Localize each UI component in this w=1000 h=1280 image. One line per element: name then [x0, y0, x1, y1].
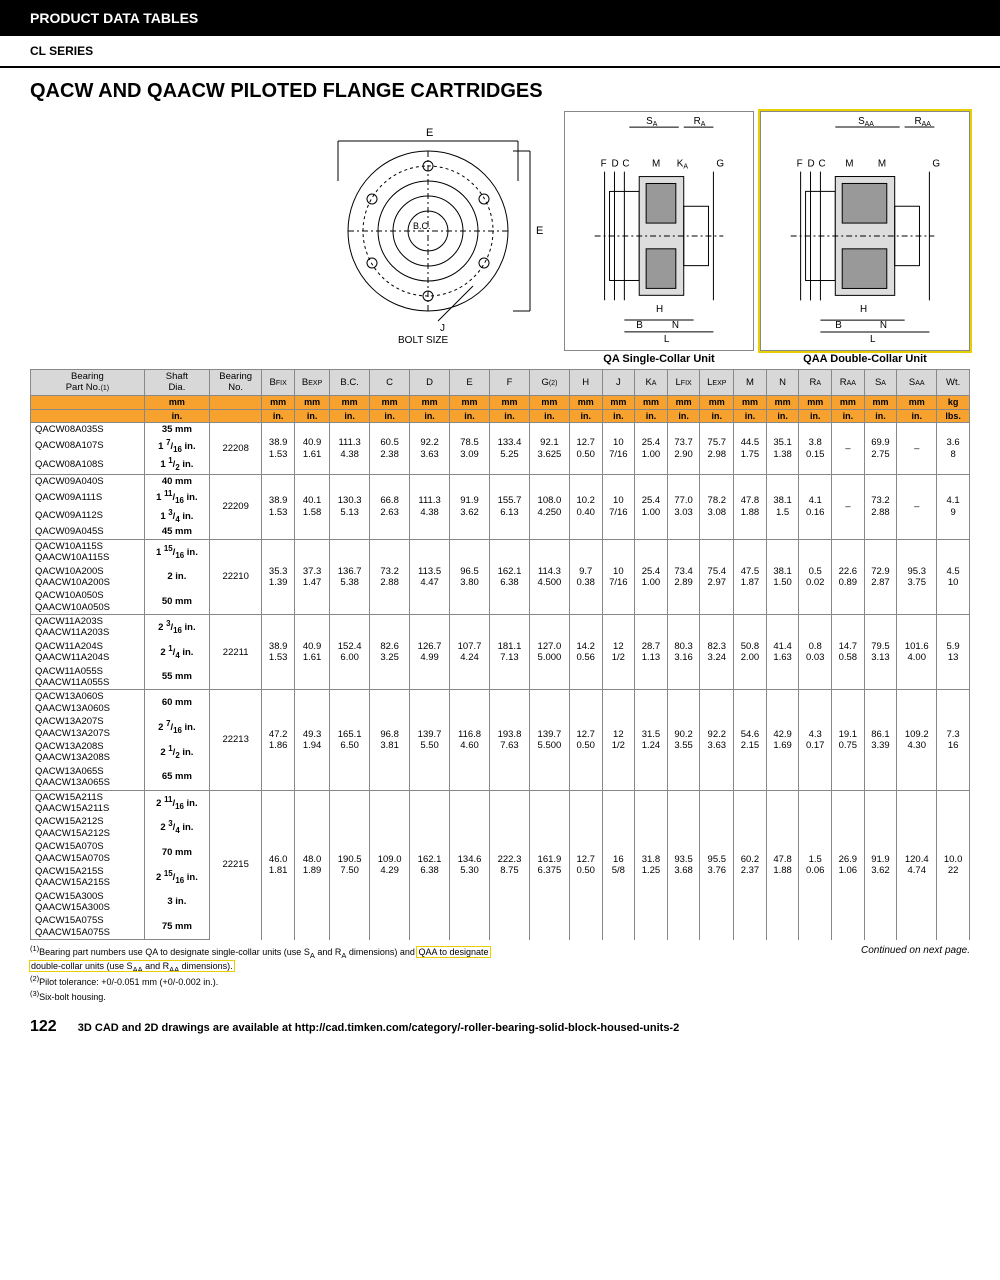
svg-text:J: J — [440, 323, 445, 334]
col-header: SAA — [897, 370, 937, 396]
svg-text:F: F — [797, 159, 803, 170]
svg-text:G: G — [716, 159, 724, 170]
col-header: C — [370, 370, 410, 396]
col-header: E — [450, 370, 490, 396]
table-row: QACW08A035S35 mm2220838.91.5340.91.61111… — [31, 423, 970, 437]
col-header: BEXP — [294, 370, 329, 396]
col-header: BFIX — [262, 370, 295, 396]
svg-text:B.C.: B.C. — [413, 221, 431, 231]
svg-text:H: H — [656, 304, 663, 315]
col-header: B.C. — [330, 370, 370, 396]
col-header: KA — [635, 370, 668, 396]
col-header: LEXP — [700, 370, 734, 396]
svg-text:E: E — [536, 225, 543, 237]
page-title: QACW AND QAACW PILOTED FLANGE CARTRIDGES — [30, 80, 970, 103]
table-row: QACW09A040S40 mm2220938.91.5340.11.58130… — [31, 474, 970, 488]
col-header: LFIX — [667, 370, 700, 396]
svg-text:C: C — [622, 159, 629, 170]
svg-text:L: L — [870, 334, 876, 345]
diagram-qa: SA RA F D C M KA G H B N L — [564, 111, 754, 351]
svg-text:E: E — [426, 127, 433, 139]
svg-text:B: B — [835, 320, 842, 331]
svg-text:RA: RA — [694, 116, 706, 128]
svg-text:L: L — [664, 334, 670, 345]
col-header: N — [766, 370, 799, 396]
table-row: QACW13A060SQAACW13A060S60 mm2221347.21.8… — [31, 690, 970, 715]
col-header: BearingNo. — [209, 370, 261, 396]
col-header: RA — [799, 370, 832, 396]
col-header: ShaftDia. — [144, 370, 209, 396]
diagram-qa-caption: QA Single-Collar Unit — [564, 353, 754, 365]
svg-text:M: M — [845, 159, 853, 170]
col-header: Wt. — [937, 370, 970, 396]
table-row: QACW11A203SQAACW11A203S2 3/16 in.2221138… — [31, 615, 970, 640]
table-row: QACW10A115SQAACW10A115S1 15/16 in.222103… — [31, 539, 970, 564]
svg-text:D: D — [612, 159, 619, 170]
svg-text:SA: SA — [646, 116, 658, 128]
col-header: F — [490, 370, 530, 396]
page-footer: 122 3D CAD and 2D drawings are available… — [30, 1018, 970, 1036]
page-number: 122 — [30, 1018, 57, 1035]
continued-label: Continued on next page. — [861, 944, 970, 957]
col-header: H — [569, 370, 602, 396]
footnotes: Continued on next page. (1)Bearing part … — [30, 944, 970, 1003]
svg-text:N: N — [672, 320, 679, 331]
col-header: G(2) — [529, 370, 569, 396]
col-header: J — [602, 370, 635, 396]
diagram-row: E E B.C. J BOLT SIZE — [30, 111, 970, 365]
col-header: RAA — [832, 370, 865, 396]
svg-text:M: M — [878, 159, 886, 170]
col-header: SA — [864, 370, 897, 396]
svg-text:H: H — [860, 304, 867, 315]
diagram-front: E E B.C. J BOLT SIZE — [298, 111, 558, 351]
svg-text:SAA: SAA — [858, 116, 874, 128]
svg-text:KA: KA — [677, 159, 689, 171]
svg-text:B: B — [636, 320, 643, 331]
svg-text:D: D — [808, 159, 815, 170]
svg-text:RAA: RAA — [915, 116, 932, 128]
svg-text:M: M — [652, 159, 660, 170]
col-header: BearingPart No.(1) — [31, 370, 145, 396]
svg-text:F: F — [601, 159, 607, 170]
col-header: M — [734, 370, 767, 396]
svg-text:G: G — [932, 159, 940, 170]
header-bar: PRODUCT DATA TABLES — [0, 0, 1000, 36]
series-label: CL SERIES — [0, 36, 1000, 68]
svg-text:N: N — [880, 320, 887, 331]
table-row: QACW15A211SQAACW15A211S2 11/16 in.222154… — [31, 790, 970, 815]
svg-text:C: C — [818, 159, 825, 170]
diagram-qaa-caption: QAA Double-Collar Unit — [760, 353, 970, 365]
diagram-qaa: SAA RAA F D C M M G H B N L — [760, 111, 970, 351]
col-header: D — [410, 370, 450, 396]
data-table: BearingPart No.(1)ShaftDia.BearingNo.BFI… — [30, 369, 970, 940]
svg-text:BOLT SIZE: BOLT SIZE — [398, 335, 449, 346]
